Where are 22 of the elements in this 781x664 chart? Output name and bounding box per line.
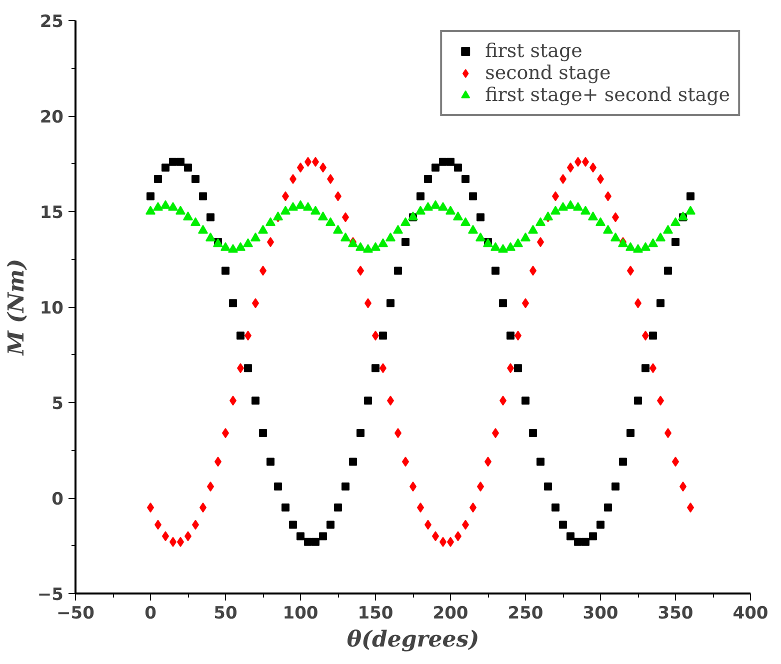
y-axis-title: M (Nm)	[3, 258, 30, 356]
x-tick-label: 250	[508, 604, 544, 624]
x-tick-label: 350	[658, 604, 694, 624]
x-tick-label: −50	[56, 604, 95, 624]
y-tick-label: −5	[37, 585, 64, 605]
x-tick-label: 100	[282, 604, 318, 624]
legend-label: first stage+ second stage	[485, 84, 730, 106]
y-tick-label: 20	[40, 108, 64, 128]
x-axis-title: θ(degrees)	[346, 626, 480, 652]
legend-label: second stage	[485, 62, 611, 84]
x-tick-label: 200	[432, 604, 468, 624]
x-tick-label: 50	[214, 604, 238, 624]
x-tick-label: 400	[732, 604, 768, 624]
y-tick-label: 5	[52, 394, 64, 414]
y-tick-label: 25	[40, 12, 64, 32]
x-tick-label: 0	[144, 604, 157, 624]
y-tick-label: 0	[52, 490, 64, 510]
x-tick-label: 300	[582, 604, 618, 624]
legend-label: first stage	[485, 40, 582, 62]
x-tick-label: 150	[358, 604, 394, 624]
y-tick-label: 10	[40, 298, 64, 318]
y-tick-label: 15	[40, 203, 64, 223]
